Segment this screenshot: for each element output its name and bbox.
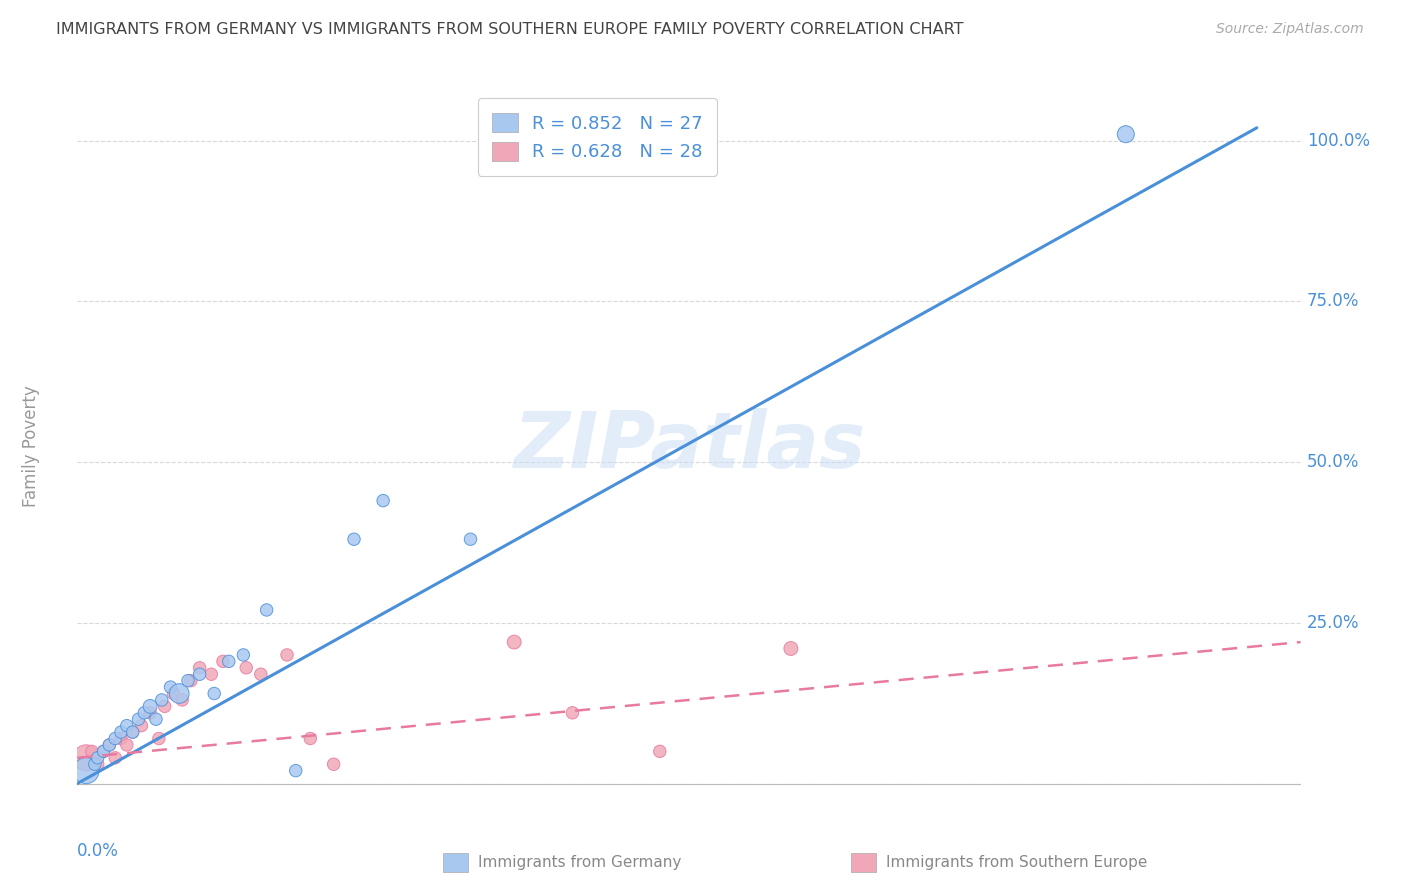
Text: 25.0%: 25.0% bbox=[1306, 614, 1360, 632]
Text: ZIPatlas: ZIPatlas bbox=[513, 408, 865, 484]
Point bbox=[218, 654, 240, 668]
Point bbox=[780, 641, 803, 656]
Point bbox=[200, 667, 222, 681]
Point bbox=[648, 744, 671, 758]
Text: Family Poverty: Family Poverty bbox=[22, 385, 39, 507]
Point bbox=[115, 719, 138, 733]
Text: 0.0%: 0.0% bbox=[77, 842, 120, 860]
Text: 100.0%: 100.0% bbox=[1306, 132, 1369, 150]
Point bbox=[93, 744, 115, 758]
Point bbox=[83, 757, 105, 772]
Point bbox=[172, 693, 194, 707]
Legend: R = 0.852   N = 27, R = 0.628   N = 28: R = 0.852 N = 27, R = 0.628 N = 28 bbox=[478, 98, 717, 176]
Point bbox=[561, 706, 583, 720]
Point bbox=[169, 686, 191, 700]
Point bbox=[371, 493, 394, 508]
Point bbox=[250, 667, 273, 681]
Point bbox=[162, 686, 184, 700]
Point bbox=[256, 603, 278, 617]
Point bbox=[104, 731, 127, 746]
Point bbox=[188, 661, 211, 675]
Point bbox=[1115, 127, 1137, 141]
Point bbox=[159, 680, 181, 694]
Text: 75.0%: 75.0% bbox=[1306, 293, 1360, 310]
Point bbox=[134, 706, 156, 720]
Point bbox=[148, 731, 170, 746]
Point bbox=[145, 712, 167, 726]
Point bbox=[115, 738, 138, 752]
Point bbox=[93, 744, 115, 758]
Point bbox=[503, 635, 526, 649]
Point bbox=[235, 661, 257, 675]
Point bbox=[75, 764, 97, 778]
Text: Immigrants from Southern Europe: Immigrants from Southern Europe bbox=[886, 855, 1147, 870]
Point bbox=[460, 533, 482, 547]
Point bbox=[98, 738, 121, 752]
Point bbox=[80, 744, 103, 758]
Point bbox=[202, 686, 225, 700]
Point bbox=[212, 654, 235, 668]
Point bbox=[110, 725, 132, 739]
Point bbox=[284, 764, 307, 778]
Text: 50.0%: 50.0% bbox=[1306, 453, 1360, 471]
Point bbox=[110, 731, 132, 746]
Point bbox=[131, 719, 153, 733]
Point bbox=[232, 648, 254, 662]
Point bbox=[104, 751, 127, 765]
Point bbox=[177, 673, 200, 688]
Point bbox=[139, 706, 162, 720]
Text: Source: ZipAtlas.com: Source: ZipAtlas.com bbox=[1216, 22, 1364, 37]
Text: Immigrants from Germany: Immigrants from Germany bbox=[478, 855, 682, 870]
Point bbox=[150, 693, 173, 707]
Point bbox=[87, 757, 110, 772]
Point bbox=[188, 667, 211, 681]
Point bbox=[180, 673, 202, 688]
Point bbox=[87, 751, 110, 765]
Point bbox=[322, 757, 344, 772]
Point bbox=[139, 699, 162, 714]
Point bbox=[98, 738, 121, 752]
Point bbox=[128, 712, 150, 726]
Point bbox=[121, 725, 143, 739]
Point bbox=[343, 533, 366, 547]
Point bbox=[121, 725, 143, 739]
Point bbox=[75, 751, 97, 765]
Point bbox=[153, 699, 176, 714]
Text: IMMIGRANTS FROM GERMANY VS IMMIGRANTS FROM SOUTHERN EUROPE FAMILY POVERTY CORREL: IMMIGRANTS FROM GERMANY VS IMMIGRANTS FR… bbox=[56, 22, 963, 37]
Point bbox=[276, 648, 298, 662]
Point bbox=[299, 731, 322, 746]
